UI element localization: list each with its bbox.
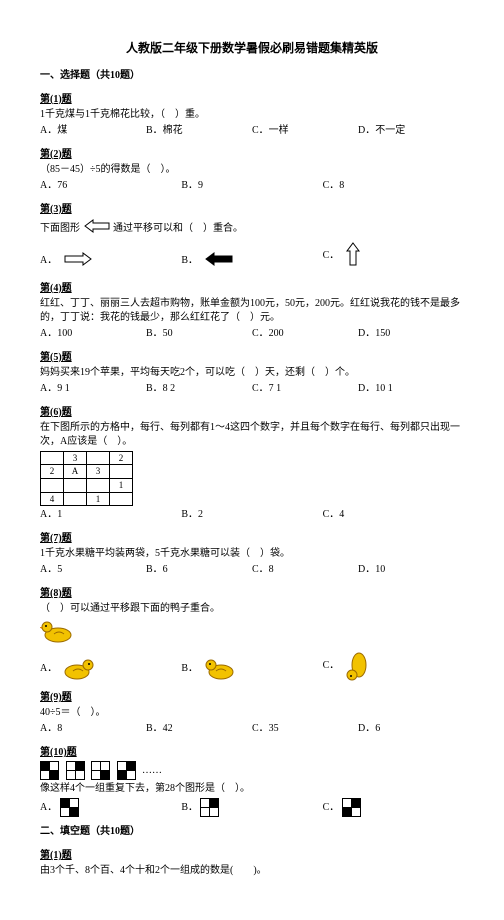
q6-B: B．2 <box>181 508 322 522</box>
q7-A: A．5 <box>40 563 146 577</box>
q10-stem2: 像这样4个一组重复下去，第28个图形是（ ）。 <box>40 782 464 796</box>
pattern-icon <box>117 761 136 780</box>
q11-label: 第(1)题 <box>40 849 464 863</box>
q3-options: A． B． C． <box>40 241 464 272</box>
q3-stem-b: 通过平移可以和（ ）重合。 <box>113 223 243 234</box>
q2-label: 第(2)题 <box>40 148 464 162</box>
q10-C: C． <box>323 798 464 817</box>
pattern-icon <box>60 798 79 817</box>
q3-optB-left-arrow-icon <box>204 251 234 272</box>
q8-label: 第(8)题 <box>40 587 464 601</box>
q5-stem: 妈妈买来19个苹果，平均每天吃2个，可以吃（ ）天，还剩（ ）个。 <box>40 366 464 380</box>
q8-B: B． <box>181 662 198 676</box>
q3-A: A． <box>40 254 57 268</box>
q5-label: 第(5)题 <box>40 351 464 365</box>
duck-icon <box>204 657 236 681</box>
q8-options: A． B． C． <box>40 651 464 681</box>
q3-label: 第(3)题 <box>40 203 464 217</box>
q4-C: C．200 <box>252 327 358 341</box>
q3-B: B． <box>181 254 198 268</box>
q10-options: A． B． C． <box>40 798 464 817</box>
q4-label: 第(4)题 <box>40 282 464 296</box>
q10-label: 第(10)题 <box>40 746 464 760</box>
q9-C: C．35 <box>252 722 358 736</box>
q9-D: D．6 <box>358 722 464 736</box>
q2-B: B．9 <box>181 179 322 193</box>
pattern-icon <box>200 798 219 817</box>
duck-icon <box>63 657 95 681</box>
q9-options: A．8 B．42 C．35 D．6 <box>40 722 464 736</box>
q7-stem: 1千克水果糖平均装两袋，5千克水果糖可以装（ ）袋。 <box>40 547 464 561</box>
q2-C: C．8 <box>323 179 464 193</box>
q1-B: B．棉花 <box>146 124 252 138</box>
duck-icon <box>345 651 369 681</box>
pattern-icon <box>40 761 59 780</box>
q8-stem-img <box>40 618 464 649</box>
q8-C: C． <box>323 659 340 673</box>
q10-stem-row: …… <box>40 761 464 780</box>
q3-C: C． <box>323 249 340 263</box>
section-1-title: 一、选择题（共10题） <box>40 69 464 83</box>
q1-A: A．煤 <box>40 124 146 138</box>
q7-D: D．10 <box>358 563 464 577</box>
q6-options: A．1 B．2 C．4 <box>40 508 464 522</box>
q1-options: A．煤 B．棉花 C．一样 D．不一定 <box>40 124 464 138</box>
q3-stem: 下面图形 通过平移可以和（ ）重合。 <box>40 218 464 239</box>
q9-label: 第(9)题 <box>40 691 464 705</box>
q5-options: A．9 1 B．8 2 C．7 1 D．10 1 <box>40 382 464 396</box>
q2-stem: （85－45）÷5的得数是（ ）。 <box>40 163 464 177</box>
q10-A: A． <box>40 798 181 817</box>
q6-label: 第(6)题 <box>40 406 464 420</box>
q7-label: 第(7)题 <box>40 532 464 546</box>
q6-A: A．1 <box>40 508 181 522</box>
q3-stem-a: 下面图形 <box>40 223 80 234</box>
q3-optA-right-arrow-icon <box>63 251 93 272</box>
q10-A-lbl: A． <box>40 802 57 813</box>
q6-stem: 在下图所示的方格中，每行、每列都有1～4这四个数字，并且每个数字在每行、每列都只… <box>40 421 464 449</box>
q4-A: A．100 <box>40 327 146 341</box>
q6-grid: 32 2A3 1 41 <box>40 451 133 506</box>
pattern-icon <box>91 761 110 780</box>
q7-B: B．6 <box>146 563 252 577</box>
q4-B: B．50 <box>146 327 252 341</box>
q5-D: D．10 1 <box>358 382 464 396</box>
q8-stem: （ ）可以通过平移跟下面的鸭子重合。 <box>40 602 464 616</box>
q4-D: D．150 <box>358 327 464 341</box>
q9-B: B．42 <box>146 722 252 736</box>
q4-stem: 红红、丁丁、丽丽三人去超市购物，账单金额为100元，50元，200元。红红说我花… <box>40 297 464 325</box>
q10-B: B． <box>181 798 322 817</box>
q1-stem: 1千克煤与1千克棉花比较，（ ）重。 <box>40 108 464 122</box>
q5-B: B．8 2 <box>146 382 252 396</box>
q2-options: A．76 B．9 C．8 <box>40 179 464 193</box>
q9-A: A．8 <box>40 722 146 736</box>
q10-B-lbl: B． <box>181 802 198 813</box>
q9-stem: 40÷5＝（ ）。 <box>40 706 464 720</box>
q10-C-lbl: C． <box>323 802 340 813</box>
q7-C: C．8 <box>252 563 358 577</box>
q2-A: A．76 <box>40 179 181 193</box>
pattern-icon <box>342 798 361 817</box>
q1-D: D．不一定 <box>358 124 464 138</box>
q10-dots: …… <box>142 765 162 776</box>
q8-A: A． <box>40 662 57 676</box>
q5-C: C．7 1 <box>252 382 358 396</box>
q1-C: C．一样 <box>252 124 358 138</box>
q3-optC-up-arrow-icon <box>345 241 361 272</box>
duck-icon <box>40 618 74 644</box>
pattern-icon <box>66 761 85 780</box>
doc-title: 人教版二年级下册数学暑假必刷易错题集精英版 <box>40 40 464 57</box>
q3-left-arrow-icon <box>83 218 111 239</box>
q6-C: C．4 <box>323 508 464 522</box>
q4-options: A．100 B．50 C．200 D．150 <box>40 327 464 341</box>
section-2-title: 二、填空题（共10题） <box>40 825 464 839</box>
q5-A: A．9 1 <box>40 382 146 396</box>
q1-label: 第(1)题 <box>40 93 464 107</box>
q11-stem: 由3个千、8个百、4个十和2个一组成的数是( )。 <box>40 864 464 878</box>
q7-options: A．5 B．6 C．8 D．10 <box>40 563 464 577</box>
